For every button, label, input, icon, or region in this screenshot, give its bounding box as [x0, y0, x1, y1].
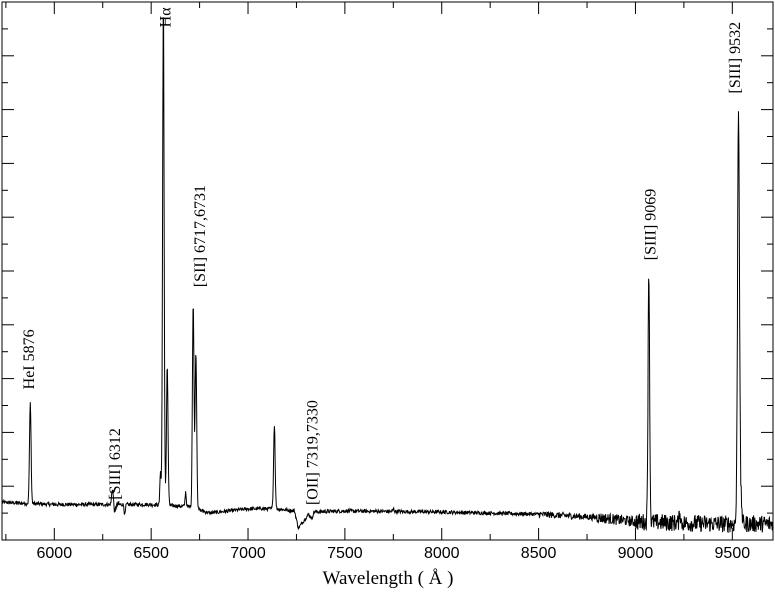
annotation-leader: [114, 501, 120, 513]
line-annotation: [SIII] 9069: [643, 189, 660, 261]
x-tick-label: 6000: [37, 545, 73, 562]
axis-ticks: [2, 2, 773, 540]
spectrum-line: [1, 17, 774, 534]
x-tick-labels: 6000 6500 7000 7500 8000 8500 9000 9500: [37, 545, 751, 562]
x-tick-label: 8500: [521, 545, 557, 562]
x-tick-label: 8000: [424, 545, 460, 562]
x-axis-title: Wavelength ( Å ): [323, 568, 454, 589]
line-annotation: [SIII] 6312: [107, 428, 124, 500]
line-annotation: [SIII] 9532: [727, 22, 744, 94]
line-annotation: [OII] 7319,7330: [305, 400, 322, 505]
line-annotation: [SII] 6717,6731: [192, 185, 209, 287]
line-annotation: HeI 5876: [21, 329, 38, 389]
x-tick-label: 7500: [327, 545, 363, 562]
line-annotation: Hα: [157, 7, 174, 28]
x-tick-label: 6500: [133, 545, 169, 562]
x-tick-label: 9500: [715, 545, 751, 562]
x-tick-label: 9000: [618, 545, 654, 562]
line-annotations: HeI 5876 [SIII] 6312 Hα [SII] 6717,6731 [OII…: [21, 7, 744, 513]
x-tick-label: 7000: [230, 545, 266, 562]
